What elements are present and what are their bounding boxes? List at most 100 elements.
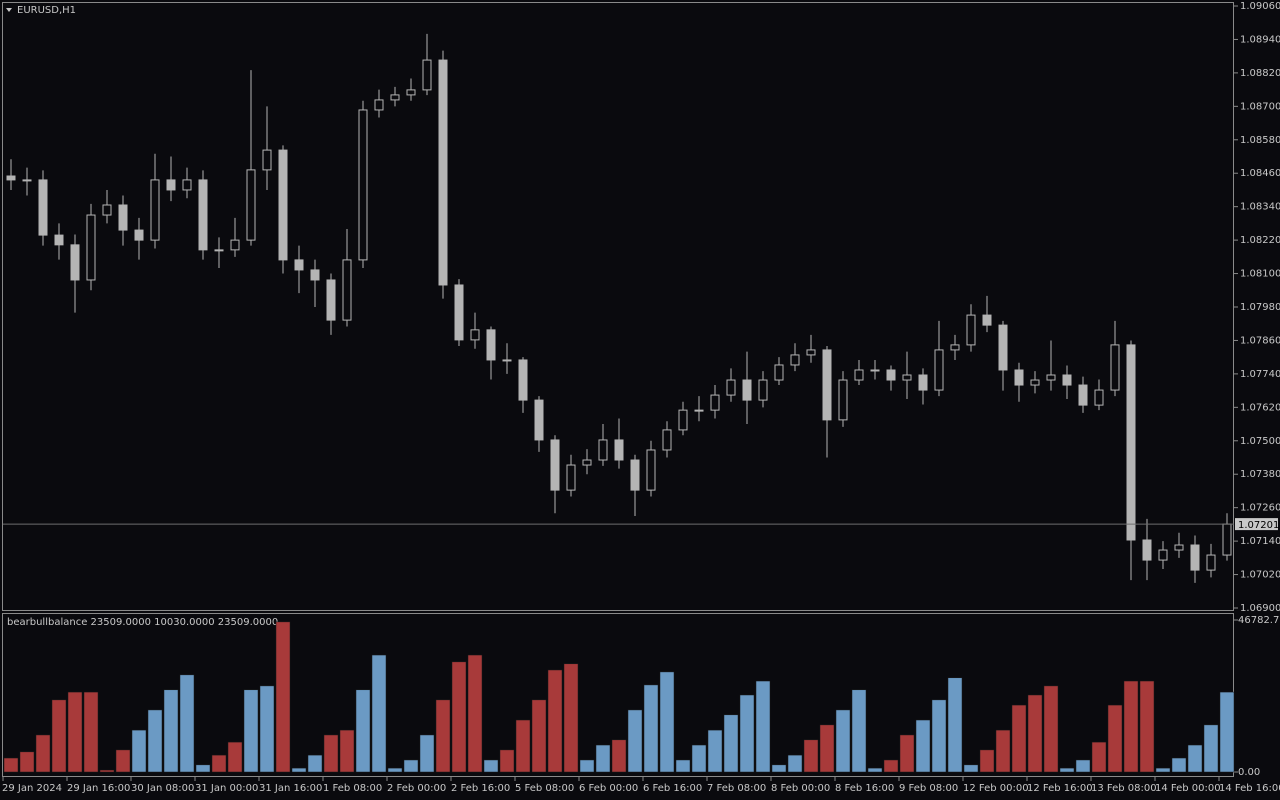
candle-body (1110, 344, 1120, 391)
histogram-bar (355, 689, 371, 773)
candle-body (678, 409, 688, 431)
histogram-bar (835, 709, 851, 773)
x-tick-label: 6 Feb 16:00 (643, 783, 702, 794)
histogram-bar (771, 764, 787, 773)
candle-body (38, 179, 48, 236)
histogram-bar (99, 769, 115, 773)
x-tick-label: 8 Feb 00:00 (771, 783, 830, 794)
y-tick-label: 1.07260 (1240, 503, 1280, 514)
candle-body (70, 244, 80, 281)
histogram-bar (1027, 694, 1043, 773)
histogram-bar (931, 699, 947, 773)
histogram-bar (1123, 680, 1139, 773)
histogram-bar (979, 749, 995, 773)
candle-body (742, 379, 752, 401)
histogram-bar (3, 757, 19, 773)
candle-body (614, 439, 624, 461)
candle-body (710, 394, 720, 411)
candle-body (278, 149, 288, 261)
candle-body (1222, 523, 1232, 556)
candle-body (870, 369, 880, 372)
candle-body (294, 259, 304, 271)
candle-body (54, 234, 64, 246)
candle-body (214, 249, 224, 252)
histogram-bar (515, 719, 531, 773)
y-tick-label: 1.08820 (1240, 68, 1280, 79)
histogram-bar (419, 734, 435, 773)
histogram-bar (531, 699, 547, 773)
candle-body (566, 464, 576, 491)
histogram-bar (755, 680, 771, 773)
last-price-label: 1.07201 (1238, 520, 1279, 531)
histogram-bar (899, 734, 915, 773)
y-tick-label: 1.07980 (1240, 302, 1280, 313)
x-tick-label: 29 Jan 2024 (2, 783, 62, 794)
candle-body (694, 409, 704, 412)
x-tick-label: 2 Feb 00:00 (387, 783, 446, 794)
x-tick-label: 14 Feb 00:00 (1155, 783, 1221, 794)
candle-body (390, 94, 400, 101)
candle-body (358, 109, 368, 261)
y-tick-label: 1.08940 (1240, 34, 1280, 45)
menu-arrow[interactable] (6, 8, 12, 12)
candle-body (886, 369, 896, 381)
candle-body (1046, 374, 1056, 381)
candle-body (822, 349, 832, 421)
candle-body (950, 344, 960, 351)
candle-body (118, 204, 128, 231)
candle-body (582, 459, 592, 466)
histogram-bar (371, 654, 387, 773)
histogram-bar (963, 764, 979, 773)
candle-body (1062, 374, 1072, 386)
histogram-bar (787, 754, 803, 773)
histogram-bar (723, 714, 739, 773)
histogram-bar (227, 741, 243, 773)
candle-body (422, 59, 432, 91)
candle-body (854, 369, 864, 381)
histogram-bar (211, 754, 227, 773)
histogram-bar (675, 759, 691, 773)
histogram-bar (595, 744, 611, 773)
histogram-bar (739, 694, 755, 773)
histogram-bar (995, 729, 1011, 773)
y-tick-label: 1.07140 (1240, 536, 1280, 547)
histogram-bar (467, 654, 483, 773)
histogram-bar (707, 729, 723, 773)
candle-body (934, 349, 944, 391)
histogram-bar (147, 709, 163, 773)
candle-body (374, 99, 384, 111)
x-tick-label: 1 Feb 08:00 (323, 783, 382, 794)
candle-body (326, 279, 336, 321)
histogram-bar (387, 767, 403, 773)
candle-body (198, 179, 208, 251)
candle-body (102, 204, 112, 216)
x-tick-label: 8 Feb 16:00 (835, 783, 894, 794)
candle-body (726, 379, 736, 396)
candle-body (982, 314, 992, 326)
histogram-bar (339, 729, 355, 773)
candle-body (1094, 389, 1104, 406)
y-tick-label: 1.09060 (1240, 1, 1280, 12)
candle-body (838, 379, 848, 421)
candle-body (1030, 379, 1040, 386)
symbol-title: EURUSD,H1 (17, 5, 76, 16)
candle-body (1078, 384, 1088, 406)
histogram-bar (83, 691, 99, 773)
candle-body (150, 179, 160, 241)
y-tick-label: 0.00 (1238, 767, 1260, 778)
histogram-bar (19, 751, 35, 773)
histogram-bar (179, 674, 195, 773)
y-tick-label: 1.07380 (1240, 469, 1280, 480)
candle-body (262, 149, 272, 171)
candle-body (134, 229, 144, 241)
candle-body (998, 324, 1008, 371)
histogram-bar (851, 689, 867, 773)
last-price-box (1235, 518, 1278, 531)
candle-body (1190, 544, 1200, 571)
histogram-bar (131, 729, 147, 773)
candle-body (342, 259, 352, 321)
candle-body (966, 314, 976, 346)
x-tick-label: 9 Feb 08:00 (899, 783, 958, 794)
histogram-bar (1219, 691, 1235, 773)
